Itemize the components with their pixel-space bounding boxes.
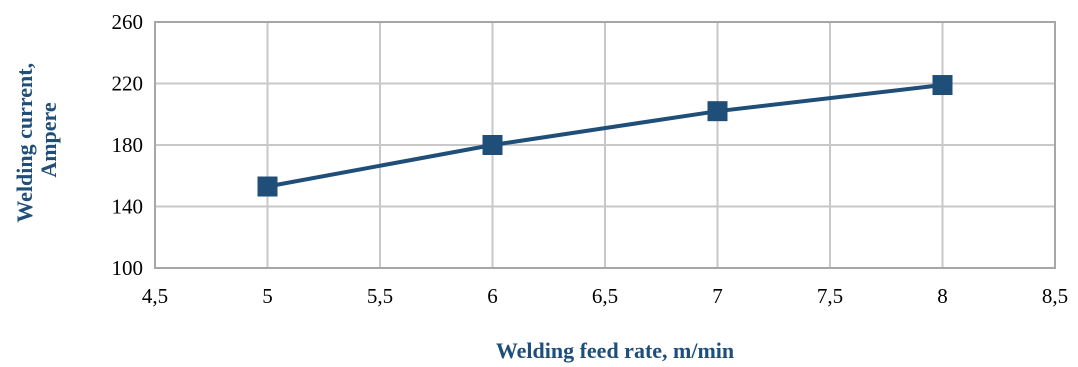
x-tick-label: 7,5 [817,284,843,308]
y-tick-label: 140 [112,195,144,219]
y-tick-label: 220 [112,72,144,96]
x-tick-label: 8 [937,284,948,308]
x-axis-title: Welding feed rate, m/min [496,338,734,363]
series-line [267,83,943,189]
data-point-marker [932,75,953,96]
data-point-marker [257,176,278,197]
x-axis-ticks: 4,5 5 5,5 6 6,5 7 7,5 8 8,5 [142,284,1068,308]
x-tick-label: 6 [487,284,498,308]
x-tick-label: 5,5 [367,284,393,308]
y-tick-label: 180 [112,133,144,157]
data-point-marker [707,101,728,122]
x-tick-label: 6,5 [592,284,618,308]
x-tick-label: 8,5 [1042,284,1068,308]
y-axis-title-line-1: Welding current, [12,63,37,223]
x-tick-label: 7 [712,284,723,308]
y-tick-label: 100 [112,256,144,280]
x-tick-label: 4,5 [142,284,168,308]
y-axis-ticks: 100 140 180 220 260 [112,10,144,280]
x-tick-label: 5 [262,284,273,308]
y-axis-title: Welding current, Ampere [12,57,61,222]
grid [154,21,1056,269]
data-point-marker [482,135,503,155]
plot-frame [154,21,1056,269]
y-tick-label: 260 [112,10,144,34]
series-layer [257,75,953,197]
y-axis-title-line-2: Ampere [36,102,61,178]
